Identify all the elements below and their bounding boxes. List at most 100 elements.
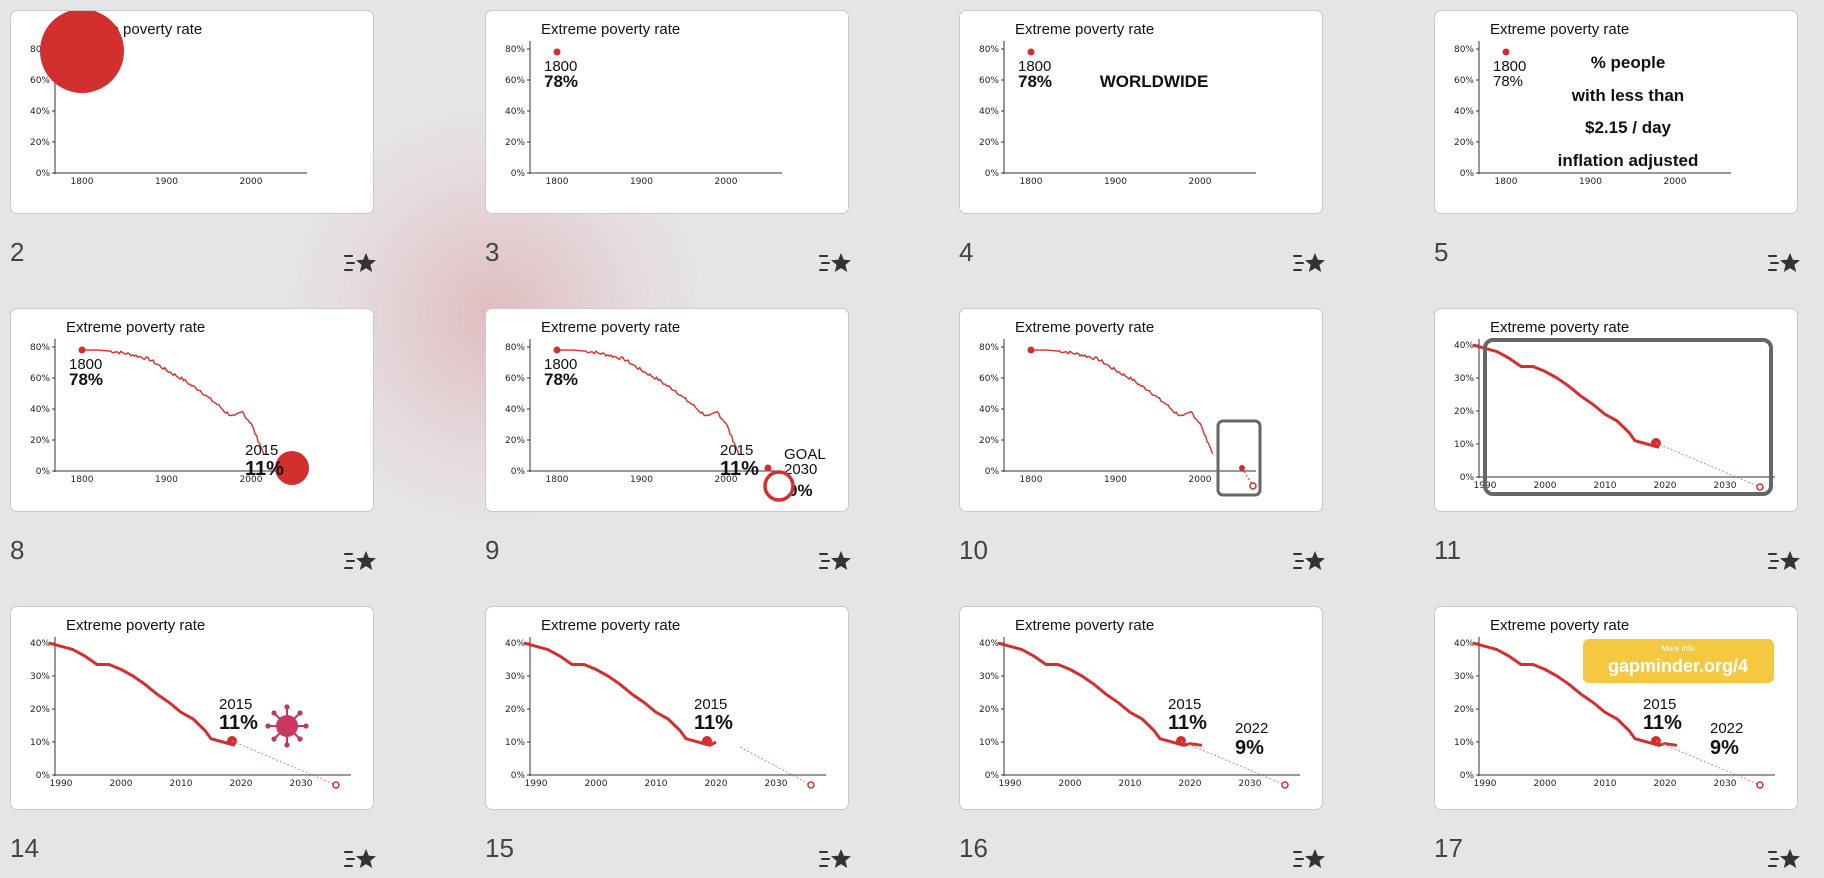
slide-thumbnail[interactable]: 0% 20% 40% 60% 80% 1800 1900 2000 Extreme pover…: [10, 308, 374, 512]
y-tick-label: 20%: [979, 705, 999, 715]
x-tick-label: 2000: [715, 177, 738, 187]
chart-axes: 0%20%40%60%80%1800 1900 2000: [30, 41, 307, 187]
slide-thumbnail[interactable]: 0% 10% 20% 30% 40% 1990 2000 2010 2020 2030 Extre…: [959, 606, 1323, 810]
y-tick-label: 0%: [985, 467, 1000, 477]
slide-number: 17: [1434, 833, 1463, 863]
goal-projection: [739, 746, 812, 786]
add-to-favorites-icon[interactable]: [1293, 847, 1327, 875]
slide-number: 14: [10, 833, 39, 863]
slide-thumbnail[interactable]: 0% 20% 40% 60% 80% 1800 1900 2000 Extreme pover…: [959, 10, 1323, 214]
add-to-favorites-icon[interactable]: [819, 251, 853, 279]
add-to-favorites-icon[interactable]: [819, 549, 853, 577]
x-tick-label: 2010: [170, 779, 193, 789]
start-value-label: 78%: [544, 370, 578, 389]
x-tick-label: 1800: [71, 177, 94, 187]
x-tick-label: 2030: [1714, 481, 1737, 491]
y-tick-label: 30%: [979, 672, 999, 682]
add-to-favorites-icon[interactable]: [1768, 549, 1802, 577]
slide-thumbnail[interactable]: 0% 20% 40% 60% 80% 1800 1900 2000 Extreme pover…: [959, 308, 1323, 512]
y-tick-label: 40%: [1454, 341, 1474, 351]
poverty-line: [1472, 641, 1678, 747]
latest-year-label: 2022: [1235, 720, 1268, 737]
goal-projection: [1180, 740, 1286, 786]
slide-thumbnail[interactable]: 0% 10% 20% 30% 40% 1990 2000 2010 2020 2030 Extre…: [485, 606, 849, 810]
x-tick-label: 1800: [71, 475, 94, 485]
slide-thumbnail[interactable]: 0% 10% 20% 30% 40% 1990 2000 2010 2020 2030 Extre…: [1434, 606, 1798, 810]
more-info-link[interactable]: More info gapminder.org/4: [1583, 639, 1774, 683]
y-tick-label: 40%: [979, 107, 999, 117]
y-tick-label: 20%: [505, 138, 525, 148]
slide-number: 2: [10, 237, 25, 267]
slide-thumbnail[interactable]: 0% 20% 40% 60% 80% 1800 1900 2000 Extreme pover…: [1434, 10, 1798, 214]
y-tick-label: 60%: [979, 76, 999, 86]
goal-marker: [332, 781, 340, 789]
add-to-favorites-icon[interactable]: [1293, 549, 1327, 577]
goal-projection: [1655, 442, 1761, 488]
latest-year-label: 2022: [1710, 720, 1743, 737]
x-tick-label: 2020: [1654, 481, 1677, 491]
start-year-label: 1800: [544, 356, 577, 373]
slide-thumbnail[interactable]: 0% 20% 40% 60% 80% 1800 1900 2000 Extreme pover…: [485, 10, 849, 214]
definition-line: $2.15 / day: [1585, 118, 1672, 137]
poverty-chart: 0% 20% 40% 60% 80% 1800 1900 2000 Extreme pover…: [30, 319, 309, 485]
add-to-favorites-icon[interactable]: [1768, 251, 1802, 279]
slide-number: 4: [959, 237, 974, 267]
slide-number: 9: [485, 535, 500, 565]
x-tick-label: 1900: [155, 475, 178, 485]
slide-thumbnail[interactable]: 0% 10% 20% 30% 40% 1990 2000 2010 2020 2030 Extre…: [1434, 308, 1798, 512]
chart-axes: 0%20%40%60%80%1800 1900 2000: [505, 339, 782, 485]
y-tick-label: 0%: [511, 169, 526, 179]
x-tick-label: 1800: [1020, 475, 1043, 485]
y-tick-label: 0%: [36, 169, 51, 179]
poverty-chart: 0%10%20%30%40%1990 2000 2010 2020 2030 Extre…: [1454, 319, 1775, 496]
poverty-line: [557, 349, 740, 455]
add-to-favorites-icon[interactable]: [819, 847, 853, 875]
slide-title: Extreme poverty rate: [1490, 319, 1629, 336]
x-tick-label: 1990: [50, 779, 73, 789]
add-to-favorites-icon[interactable]: [344, 847, 378, 875]
y-tick-label: 60%: [30, 76, 50, 86]
y-tick-label: 20%: [505, 436, 525, 446]
poverty-chart: 0%10%20%30%40%1990 2000 2010 2020 2030 Extre…: [30, 617, 351, 789]
poverty-line: [82, 349, 265, 455]
y-tick-label: 30%: [505, 672, 525, 682]
x-tick-label: 2030: [1714, 779, 1737, 789]
zoom-frame: [1483, 338, 1773, 496]
add-to-favorites-icon[interactable]: [1768, 847, 1802, 875]
add-to-favorites-icon[interactable]: [344, 251, 378, 279]
x-tick-label: 2020: [1654, 779, 1677, 789]
definition-line: % people: [1591, 53, 1666, 72]
slide-number: 15: [485, 833, 514, 863]
poverty-line: [523, 641, 717, 747]
virus-icon: [265, 704, 309, 748]
x-tick-label: 2010: [1119, 779, 1142, 789]
slide-thumbnail[interactable]: 0% 20% 40% 60% 80% 1800 1900 2000 Extreme pover…: [485, 308, 849, 512]
y-tick-label: 40%: [505, 639, 525, 649]
x-tick-label: 2020: [1179, 779, 1202, 789]
add-to-favorites-icon[interactable]: [344, 549, 378, 577]
y-tick-label: 80%: [1454, 45, 1474, 55]
y-tick-label: 0%: [985, 771, 1000, 781]
y-tick-label: 20%: [30, 436, 50, 446]
y-tick-label: 10%: [30, 738, 50, 748]
slide-thumbnail[interactable]: 0% 10% 20% 30% 40% 1990 2000 2010 2020 2030 Extre…: [10, 606, 374, 810]
latest-value-label: 9%: [1710, 737, 1739, 759]
x-tick-label: 2000: [240, 475, 263, 485]
end-value-label: 11%: [1168, 712, 1207, 734]
start-year-label: 1800: [544, 58, 577, 75]
gapminder-link-label[interactable]: gapminder.org/4: [1608, 656, 1748, 676]
slide-title: Extreme poverty rate: [1490, 21, 1629, 38]
y-tick-label: 60%: [1454, 76, 1474, 86]
y-tick-label: 0%: [985, 169, 1000, 179]
x-tick-label: 2030: [290, 779, 313, 789]
slide-thumbnail[interactable]: 0% 20% 40% 60% 80% 1800 1900 2000 Extreme pover…: [10, 10, 374, 214]
add-to-favorites-icon[interactable]: [1293, 251, 1327, 279]
end-year-label: 2015: [245, 442, 278, 459]
start-year-label: 1800: [1493, 58, 1526, 75]
end-value-label: 11%: [720, 458, 759, 480]
x-tick-label: 2010: [645, 779, 668, 789]
chart-axes: 0%10%20%30%40%1990 2000 2010 2020 2030: [505, 637, 826, 789]
chart-axes: 0%10%20%30%40%1990 2000 2010 2020 2030: [1454, 339, 1775, 491]
slide-number: 3: [485, 237, 500, 267]
poverty-line: [1031, 349, 1214, 455]
